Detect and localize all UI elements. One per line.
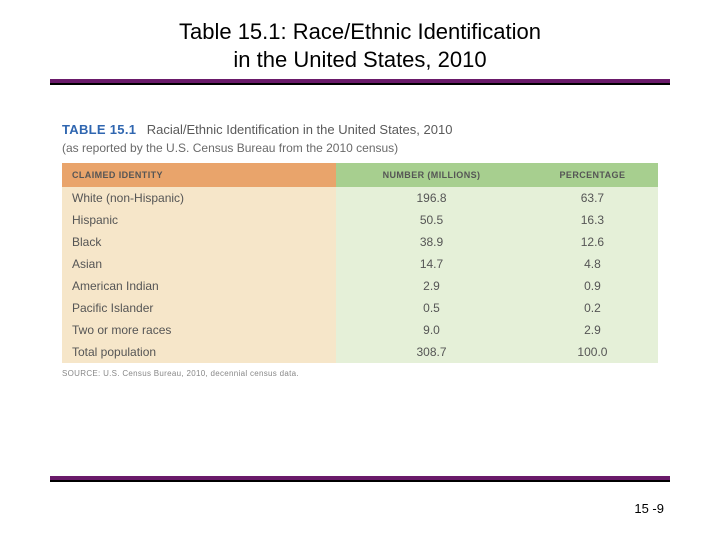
title-rule bbox=[50, 79, 670, 85]
table-cell: 2.9 bbox=[336, 275, 527, 297]
table-cell: American Indian bbox=[62, 275, 336, 297]
table-body: White (non-Hispanic)196.863.7Hispanic50.… bbox=[62, 187, 658, 363]
table-cell: 2.9 bbox=[527, 319, 658, 341]
table-cell: Black bbox=[62, 231, 336, 253]
table-label: TABLE 15.1 bbox=[62, 122, 136, 137]
slide-title-line2: in the United States, 2010 bbox=[233, 47, 486, 72]
table-cell: 12.6 bbox=[527, 231, 658, 253]
table-row: American Indian2.90.9 bbox=[62, 275, 658, 297]
page-number: 15 -9 bbox=[634, 501, 664, 516]
table-cell: 14.7 bbox=[336, 253, 527, 275]
table-head: CLAIMED IDENTITYNUMBER (MILLIONS)PERCENT… bbox=[62, 163, 658, 187]
table-cell: 4.8 bbox=[527, 253, 658, 275]
table-cell: 0.9 bbox=[527, 275, 658, 297]
table-row: Pacific Islander0.50.2 bbox=[62, 297, 658, 319]
table-cell: 0.2 bbox=[527, 297, 658, 319]
table-cell: Pacific Islander bbox=[62, 297, 336, 319]
table-cell: Hispanic bbox=[62, 209, 336, 231]
slide-title-line1: Table 15.1: Race/Ethnic Identification bbox=[179, 19, 541, 44]
column-header: CLAIMED IDENTITY bbox=[62, 163, 336, 187]
table-cell: Total population bbox=[62, 341, 336, 363]
column-header: NUMBER (MILLIONS) bbox=[336, 163, 527, 187]
slide-title: Table 15.1: Race/Ethnic Identification i… bbox=[0, 0, 720, 73]
table-row: Two or more races9.02.9 bbox=[62, 319, 658, 341]
table-region: TABLE 15.1 Racial/Ethnic Identification … bbox=[62, 121, 658, 378]
table-cell: 63.7 bbox=[527, 187, 658, 209]
bottom-rule bbox=[50, 476, 670, 482]
table-cell: 196.8 bbox=[336, 187, 527, 209]
table-header-line: TABLE 15.1 Racial/Ethnic Identification … bbox=[62, 121, 658, 139]
table-row: Black38.912.6 bbox=[62, 231, 658, 253]
table-cell: 100.0 bbox=[527, 341, 658, 363]
table-caption: Racial/Ethnic Identification in the Unit… bbox=[147, 122, 453, 137]
table-cell: White (non-Hispanic) bbox=[62, 187, 336, 209]
data-table: CLAIMED IDENTITYNUMBER (MILLIONS)PERCENT… bbox=[62, 163, 658, 363]
table-cell: Asian bbox=[62, 253, 336, 275]
table-cell: 16.3 bbox=[527, 209, 658, 231]
table-cell: 0.5 bbox=[336, 297, 527, 319]
table-row: Hispanic50.516.3 bbox=[62, 209, 658, 231]
table-cell: 50.5 bbox=[336, 209, 527, 231]
table-row: White (non-Hispanic)196.863.7 bbox=[62, 187, 658, 209]
table-source: SOURCE: U.S. Census Bureau, 2010, decenn… bbox=[62, 369, 658, 378]
table-header-row: CLAIMED IDENTITYNUMBER (MILLIONS)PERCENT… bbox=[62, 163, 658, 187]
table-cell: 9.0 bbox=[336, 319, 527, 341]
column-header: PERCENTAGE bbox=[527, 163, 658, 187]
table-cell: Two or more races bbox=[62, 319, 336, 341]
table-cell: 38.9 bbox=[336, 231, 527, 253]
table-row: Total population308.7100.0 bbox=[62, 341, 658, 363]
table-subcaption: (as reported by the U.S. Census Bureau f… bbox=[62, 141, 658, 155]
table-cell: 308.7 bbox=[336, 341, 527, 363]
table-row: Asian14.74.8 bbox=[62, 253, 658, 275]
